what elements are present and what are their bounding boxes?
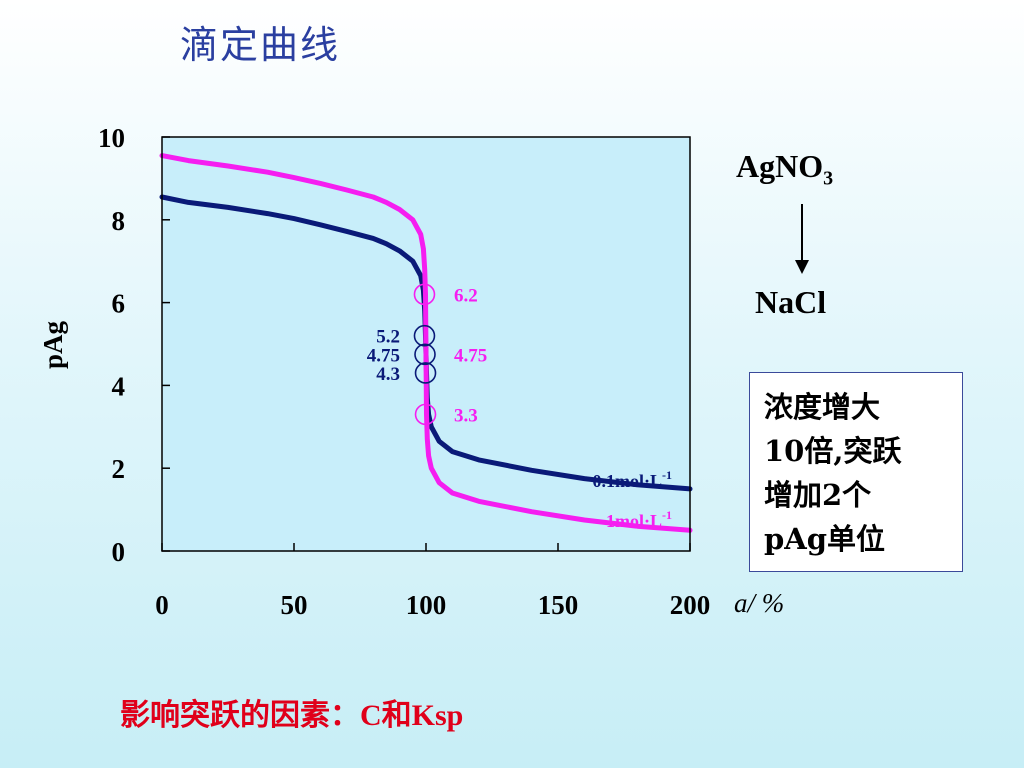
jump-markers xyxy=(413,283,437,426)
x-tick-label: 150 xyxy=(538,590,579,620)
note-box: 浓度增大 10倍,突跃 增加2个 pAg单位 xyxy=(749,372,963,572)
jump-value-label: 4.75 xyxy=(367,345,400,366)
axes-layer: 0 50 100 150 200 0 2 4 6 8 10 a/ % pAg xyxy=(38,123,784,620)
note-line: pAg单位 xyxy=(764,522,886,556)
x-tick-label: 100 xyxy=(406,590,447,620)
jump-value-label: 3.3 xyxy=(454,405,478,426)
y-tick-label: 6 xyxy=(112,289,126,319)
jump-marker xyxy=(413,324,436,347)
y-axis-label: pAg xyxy=(38,320,68,369)
jump-marker xyxy=(414,403,437,426)
jump-value-label: 6.2 xyxy=(454,285,478,306)
note-line: 增加2个 xyxy=(764,478,872,512)
x-tick-label: 0 xyxy=(155,590,169,620)
note-line: 浓度增大 xyxy=(764,390,881,424)
series-label: 0.1mol·L-1 xyxy=(592,468,672,491)
y-tick-label: 0 xyxy=(112,537,126,567)
y-tick-label: 2 xyxy=(112,454,126,484)
titrant-label: AgNO3 xyxy=(736,148,834,190)
series-layer xyxy=(159,153,693,533)
series-label: 1mol·L-1 xyxy=(606,508,672,531)
jump-value-label: 4.75 xyxy=(454,345,487,366)
factors-caption: 影响突跃的因素：C和Ksp xyxy=(120,698,464,733)
note-line: 10倍,突跃 xyxy=(764,434,902,468)
y-tick-label: 8 xyxy=(112,206,126,236)
jump-value-label: 5.2 xyxy=(376,327,400,348)
titration-arrow-icon xyxy=(795,204,809,274)
jump-marker xyxy=(414,362,437,384)
x-tick-label: 200 xyxy=(670,590,711,620)
jump-value-label: 4.3 xyxy=(376,364,400,385)
x-axis-label: a/ % xyxy=(734,588,784,618)
y-tick-label: 4 xyxy=(112,371,126,401)
analyte-label: NaCl xyxy=(755,284,827,320)
y-tick-label: 10 xyxy=(98,123,125,153)
jump-marker xyxy=(414,343,436,366)
page-title: 滴定曲线 xyxy=(180,23,341,67)
series-line xyxy=(159,153,693,533)
jump-marker xyxy=(413,283,436,306)
x-tick-label: 50 xyxy=(281,590,308,620)
